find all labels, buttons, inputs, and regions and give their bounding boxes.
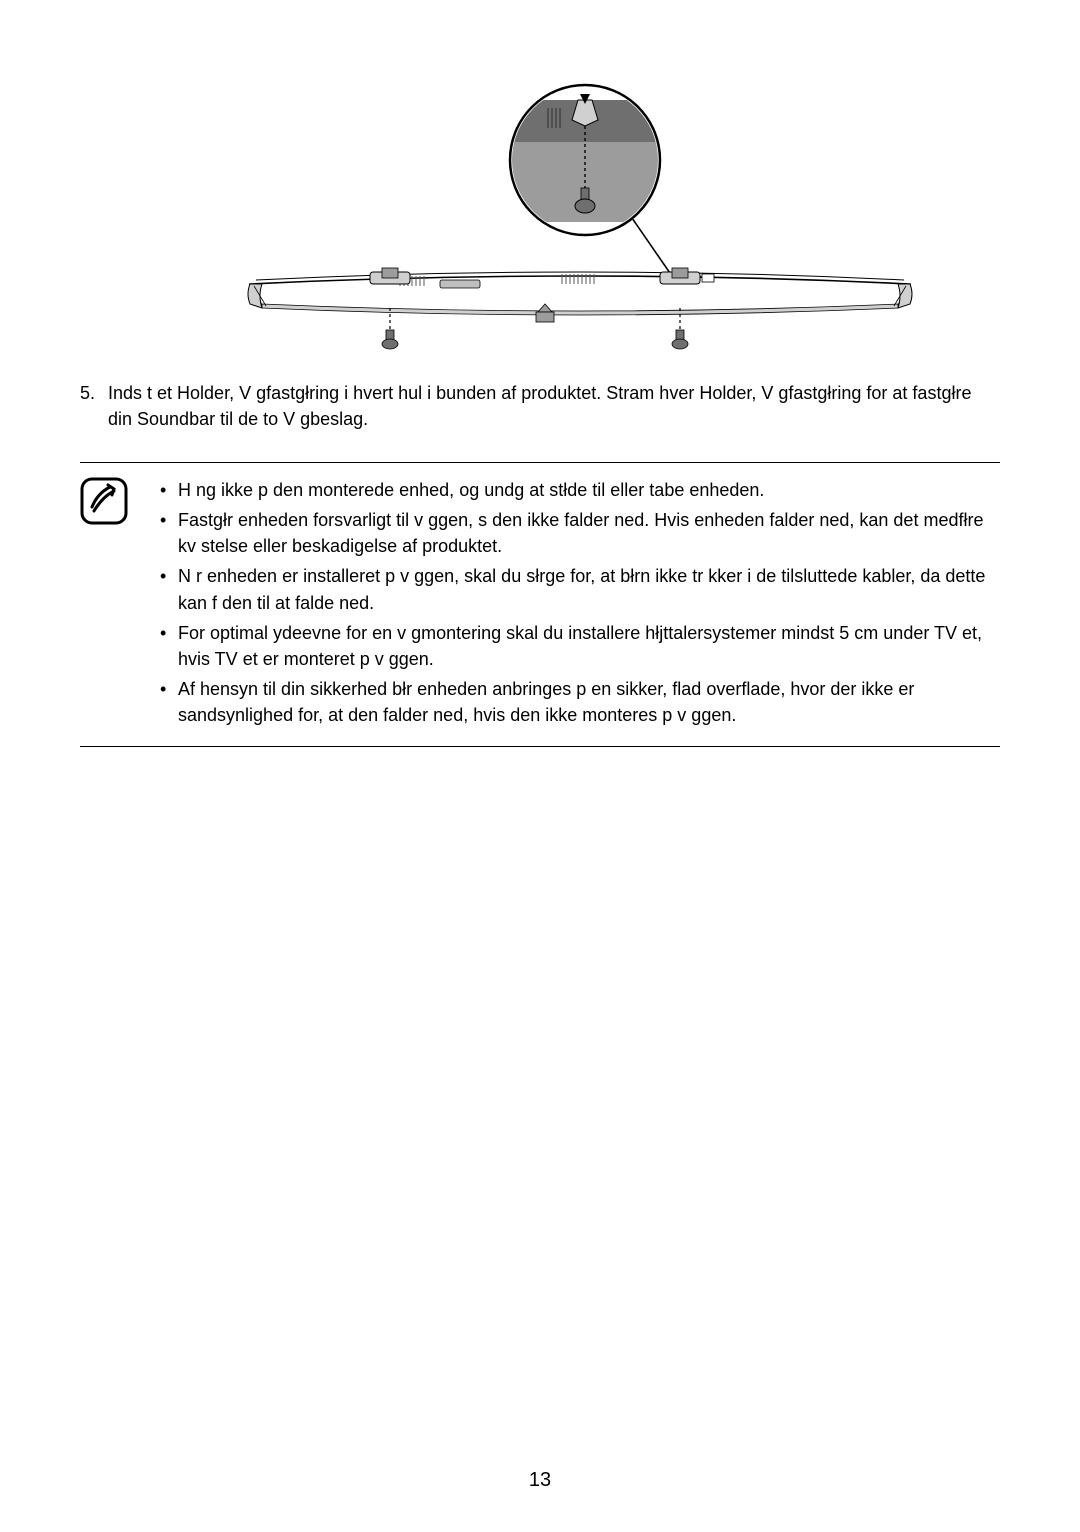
note-item: Af hensyn til din sikkerhed błr enheden … xyxy=(160,676,1000,728)
manual-page: 5. Inds t et Holder, V gfastgłring i hve… xyxy=(0,0,1080,1532)
step-number: 5. xyxy=(80,380,108,432)
diagram-svg xyxy=(80,80,1000,360)
note-item: Fastgłr enheden forsvarligt til v ggen, … xyxy=(160,507,1000,559)
step-instruction: 5. Inds t et Holder, V gfastgłring i hve… xyxy=(80,380,1000,432)
installation-diagram xyxy=(80,80,1000,360)
note-icon xyxy=(80,477,128,525)
note-item: N r enheden er installeret p v ggen, ska… xyxy=(160,563,1000,615)
screw-left xyxy=(382,308,398,349)
callout-detail xyxy=(510,85,660,235)
note-item: For optimal ydeevne for en v gmontering … xyxy=(160,620,1000,672)
soundbar-body xyxy=(248,272,912,315)
step-text: Inds t et Holder, V gfastgłring i hvert … xyxy=(108,380,1000,432)
note-item: H ng ikke p den monterede enhed, og undg… xyxy=(160,477,1000,503)
note-block: H ng ikke p den monterede enhed, og undg… xyxy=(80,462,1000,747)
note-list: H ng ikke p den monterede enhed, og undg… xyxy=(160,477,1000,732)
page-number: 13 xyxy=(0,1469,1080,1492)
bracket-left xyxy=(370,268,410,284)
